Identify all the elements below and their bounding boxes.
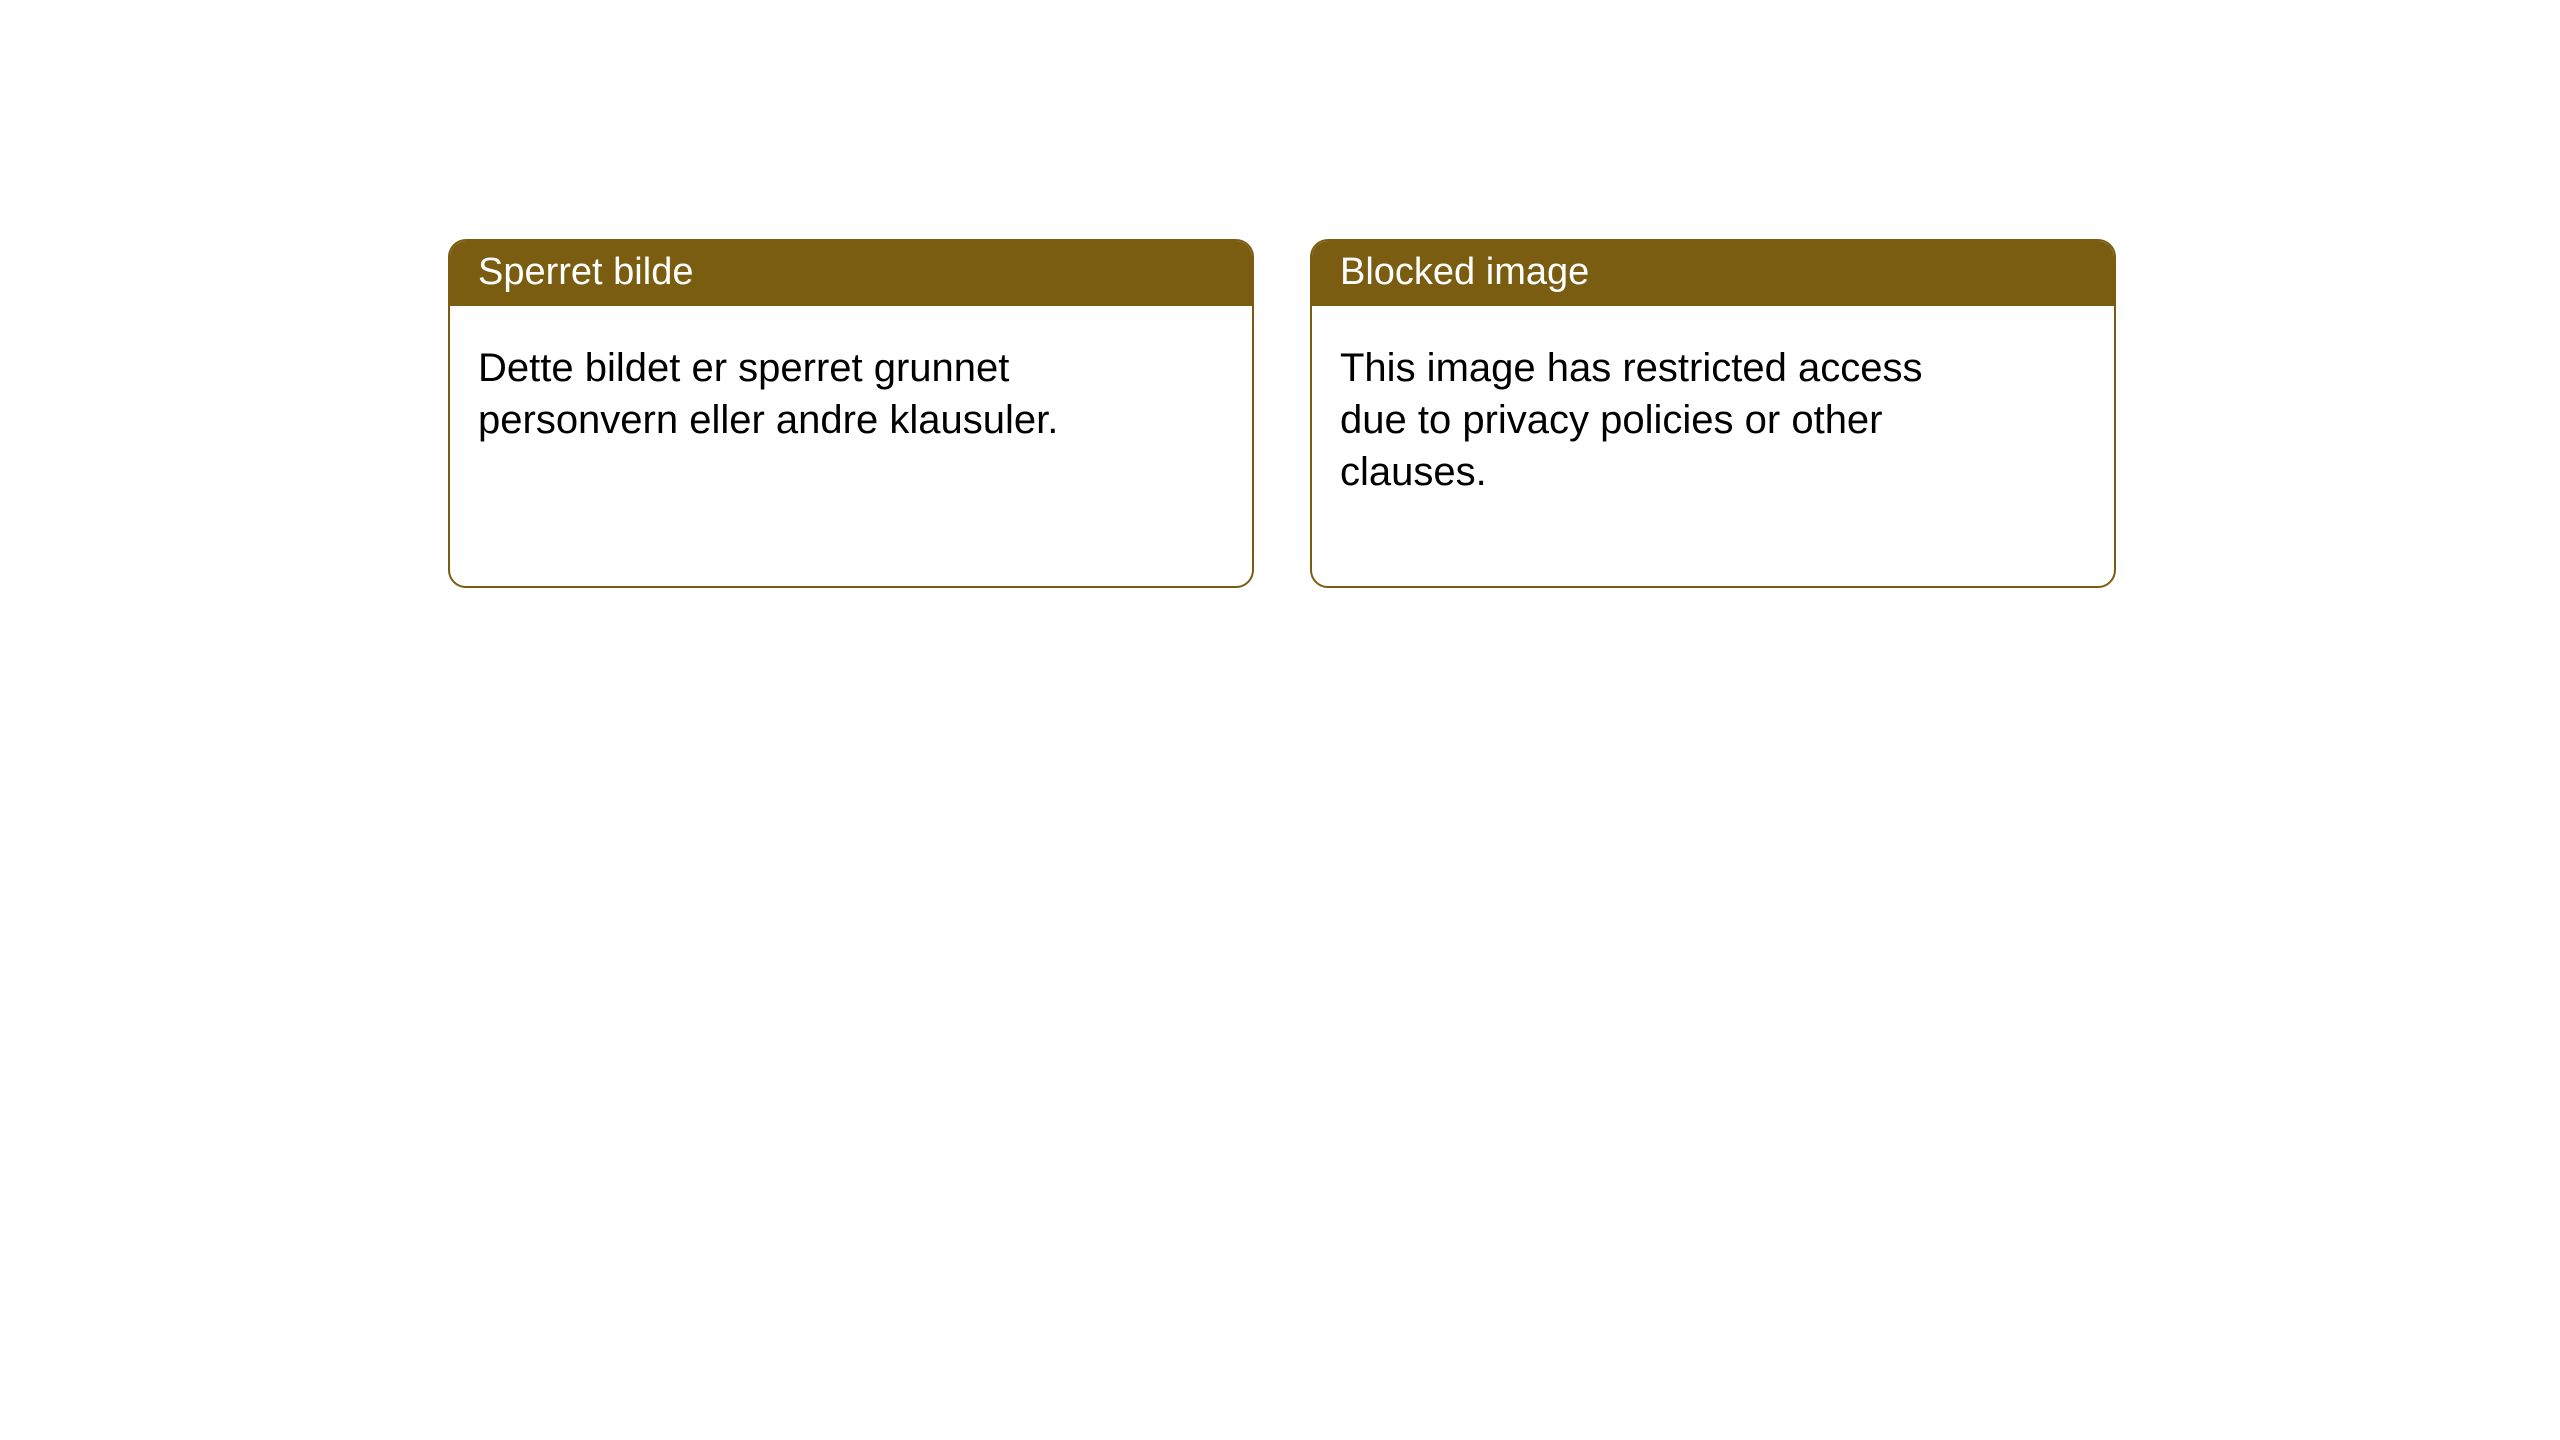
card-header-norwegian: Sperret bilde — [450, 241, 1252, 306]
card-title-norwegian: Sperret bilde — [478, 251, 693, 293]
card-body-english: This image has restricted access due to … — [1312, 306, 2114, 586]
blocked-image-card-english: Blocked image This image has restricted … — [1310, 239, 2116, 588]
card-title-english: Blocked image — [1340, 251, 1589, 293]
notice-container: Sperret bilde Dette bildet er sperret gr… — [0, 0, 2560, 588]
card-message-norwegian: Dette bildet er sperret grunnet personve… — [478, 342, 1118, 446]
blocked-image-card-norwegian: Sperret bilde Dette bildet er sperret gr… — [448, 239, 1254, 588]
card-message-english: This image has restricted access due to … — [1340, 342, 1980, 498]
card-body-norwegian: Dette bildet er sperret grunnet personve… — [450, 306, 1252, 586]
card-header-english: Blocked image — [1312, 241, 2114, 306]
